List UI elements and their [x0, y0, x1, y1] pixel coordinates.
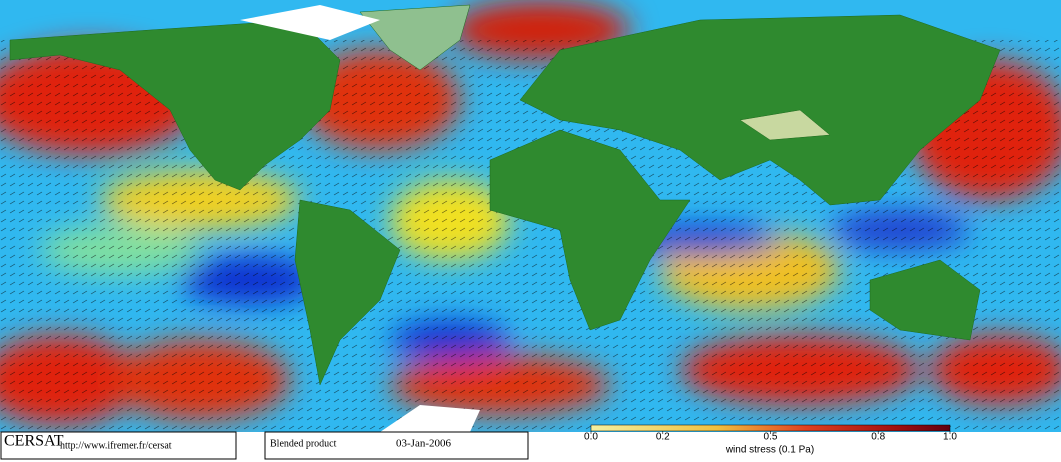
product: Blended product: [270, 438, 337, 449]
colorbar-tick-label: 1.0: [943, 432, 957, 443]
colorbar-tick-label: 0.0: [584, 432, 598, 443]
land: [9, 4, 1001, 432]
colorbar-tick-label: 0.2: [656, 432, 670, 443]
url: http://www.ifremer.fr/cersat: [60, 440, 172, 451]
product-box: [264, 431, 529, 460]
date: 03-Jan-2006: [396, 438, 451, 450]
colorbar-label: wind stress (0.1 Pa): [725, 445, 814, 456]
logo-box: [0, 431, 237, 460]
colorbar-tick-label: 0.5: [764, 432, 778, 443]
logo: CERSAT: [4, 433, 64, 450]
colorbar-tick-label: 0.8: [871, 432, 885, 443]
colorbar: [590, 424, 951, 432]
